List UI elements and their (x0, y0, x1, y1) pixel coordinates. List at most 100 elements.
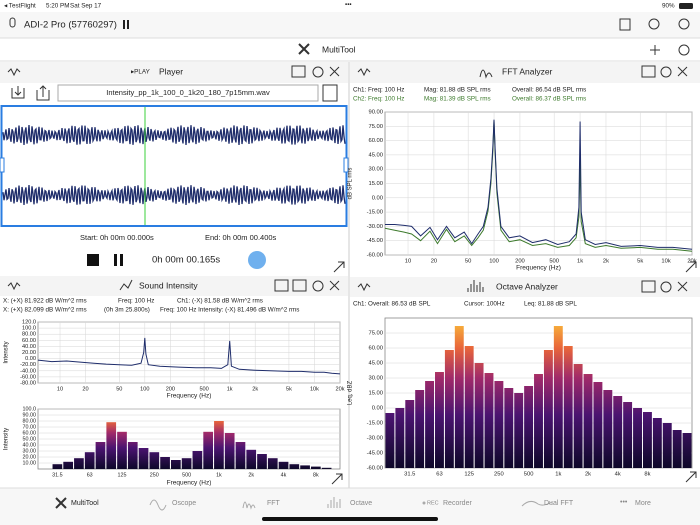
x-tick-label: 1k (555, 472, 561, 478)
octave-bar (192, 451, 203, 469)
x-tick-label: 2k (248, 472, 254, 478)
tab-label[interactable]: REC (427, 500, 439, 506)
x-tick-label: 10 (405, 259, 411, 265)
y-tick-label: 50.00 (23, 436, 37, 442)
status-app: ◂ TestFlight (4, 3, 36, 10)
y-tick-label: 45.00 (368, 361, 383, 367)
status-date: Sat Sep 17 (70, 3, 102, 10)
settings-button[interactable] (312, 66, 324, 78)
range-handle[interactable] (343, 157, 349, 173)
view-button[interactable] (641, 65, 656, 78)
tab-icon[interactable]: ••• (620, 499, 628, 506)
tab-label[interactable]: More (635, 500, 651, 507)
device-name[interactable]: ADI-2 Pro (57760297) (24, 20, 117, 31)
tab-label[interactable]: MultiTool (71, 500, 99, 507)
y-tick-label: 45.00 (368, 152, 383, 158)
x-tick-label: 63 (87, 472, 93, 478)
end-time: End: 0h 00m 00.400s (205, 233, 277, 242)
close-button[interactable] (677, 281, 688, 292)
stop-button[interactable] (87, 254, 99, 266)
octave-bar (672, 430, 682, 468)
view-button[interactable] (274, 279, 289, 292)
octave-bar (662, 423, 672, 468)
tab-label[interactable]: Oscope (172, 500, 196, 507)
settings-icon[interactable] (648, 18, 660, 30)
y-tick-label: 0.00 (372, 195, 383, 201)
view-button[interactable] (292, 279, 307, 292)
tab-label[interactable]: Dual FFT (544, 500, 574, 507)
open-file-button[interactable] (11, 86, 25, 99)
x-tick-label: 20 (431, 259, 437, 265)
x-axis-label: Frequency (Hz) (167, 393, 212, 400)
octave-bar (181, 458, 192, 469)
settings-button[interactable] (678, 44, 690, 56)
panel-title: Octave Analyzer (496, 281, 558, 291)
pause-icon[interactable] (123, 20, 125, 29)
range-handle[interactable] (0, 157, 5, 173)
y-tick-label: 0.00 (372, 406, 383, 412)
y-tick-label: 0.00 (25, 356, 36, 362)
octave-bar (160, 457, 170, 469)
info-text: Ch1: (-X) 81.58 dB W/m^2 rms (177, 298, 263, 305)
tab-icon[interactable] (242, 501, 256, 510)
file-name[interactable]: Intensity_pp_1k_100_0_1k20_180_7p15mm.wa… (106, 88, 270, 97)
pause-icon[interactable] (127, 20, 129, 29)
octave-bar (95, 442, 106, 469)
info-text: Freq: 100 Hz Intensity: (-X) 81.496 dB W… (160, 307, 299, 314)
close-button[interactable] (677, 66, 688, 77)
signal-icon[interactable] (357, 68, 371, 77)
mic-icon[interactable] (9, 17, 16, 28)
file-name-box[interactable] (57, 84, 319, 102)
waveform-view[interactable] (0, 105, 348, 227)
settings-button[interactable] (312, 280, 324, 292)
octave-bar (395, 408, 405, 468)
resize-icon[interactable] (331, 473, 343, 485)
close-button[interactable] (329, 66, 340, 77)
x-tick-label: 1k (216, 472, 222, 478)
tab-label[interactable]: Octave (350, 500, 372, 507)
octave-header (350, 277, 700, 297)
octave-bar (603, 390, 613, 468)
spectrum-line (385, 119, 693, 250)
chart: 120.0100.080.0060.0040.0020.000.00-20.00… (4, 319, 345, 399)
resize-icon[interactable] (685, 261, 697, 273)
view-button[interactable] (291, 65, 306, 78)
y-tick-label: -45.00 (367, 451, 383, 457)
x-axis-label: Frequency (Hz) (516, 265, 561, 272)
view-button[interactable] (641, 280, 656, 293)
signal-icon[interactable] (7, 282, 21, 291)
settings-button[interactable] (660, 66, 672, 78)
tab-label[interactable]: FFT (267, 500, 281, 507)
add-button[interactable] (650, 45, 660, 55)
octave-bar (464, 346, 474, 468)
tab-icon[interactable] (422, 501, 426, 505)
octave-bar (543, 350, 553, 468)
share-icon[interactable] (619, 18, 631, 31)
signal-icon[interactable] (357, 283, 371, 292)
tab-icon[interactable] (149, 499, 167, 511)
export-button[interactable] (36, 85, 50, 101)
pause-button[interactable] (120, 254, 123, 266)
tab-label[interactable]: Recorder (443, 500, 472, 507)
y-tick-label: -45.00 (367, 238, 383, 244)
resize-icon[interactable] (685, 471, 697, 483)
info-text: Mag: 81.88 dB SPL rms (424, 87, 491, 94)
resize-icon[interactable] (333, 261, 345, 273)
loop-button[interactable] (248, 251, 266, 269)
octave-bar (311, 466, 321, 469)
info-button[interactable] (322, 84, 338, 102)
tab-icon[interactable] (327, 497, 341, 508)
pause-button[interactable] (114, 254, 117, 266)
y-tick-label: -40.00 (20, 368, 36, 374)
waveform-trace (2, 185, 346, 206)
settings-icon[interactable] (678, 18, 690, 30)
y-tick-label: 100.0 (22, 326, 36, 332)
tab-icon[interactable] (521, 500, 553, 507)
settings-button[interactable] (660, 281, 672, 293)
signal-icon[interactable] (7, 68, 21, 77)
close-button[interactable] (329, 280, 340, 291)
tab-icon[interactable] (55, 497, 67, 509)
octave-bar (682, 433, 692, 468)
octave-bar (593, 382, 603, 468)
x-tick-label: 50 (465, 259, 471, 265)
